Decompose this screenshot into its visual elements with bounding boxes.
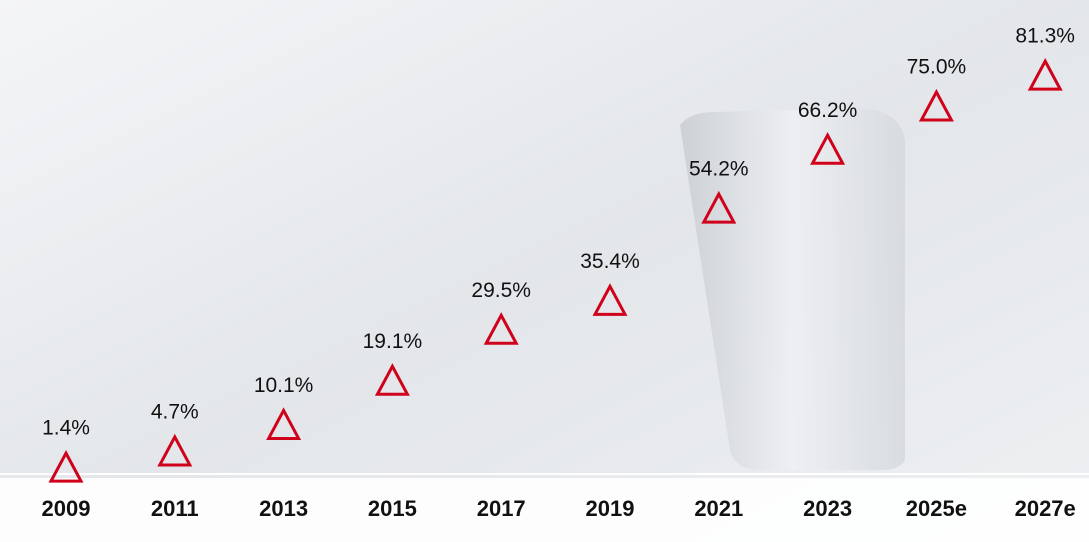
triangle-marker — [266, 407, 302, 440]
category-label: 2027e — [1015, 496, 1076, 521]
triangle-marker — [483, 312, 519, 345]
footer-band — [0, 478, 1089, 542]
phone-illustration — [680, 108, 905, 470]
category-label: 2025e — [906, 496, 967, 521]
category-label: 2015 — [368, 496, 417, 521]
category-label: 2011 — [151, 496, 199, 521]
triangle-marker — [48, 449, 84, 483]
category-label: 2023 — [803, 496, 852, 521]
value-label: 75.0% — [907, 56, 967, 79]
category-label: 2009 — [42, 496, 91, 521]
triangle-marker — [1027, 57, 1063, 91]
triangle-marker — [592, 283, 628, 316]
triangle-marker — [701, 190, 737, 224]
triangle-marker — [157, 433, 193, 467]
value-label: 35.4% — [580, 250, 640, 273]
value-label: 54.2% — [689, 158, 749, 181]
category-label: 2013 — [259, 496, 308, 521]
value-label: 19.1% — [363, 330, 423, 353]
triangle-marker — [810, 132, 846, 165]
category-label: 2017 — [477, 496, 526, 521]
value-label: 29.5% — [471, 279, 531, 302]
value-label: 1.4% — [42, 417, 90, 440]
category-label: 2019 — [586, 496, 635, 521]
category-label: 2021 — [694, 496, 743, 521]
value-label: 81.3% — [1015, 25, 1075, 48]
triangle-marker — [374, 363, 410, 396]
triangle-marker — [918, 88, 954, 122]
value-label: 66.2% — [798, 99, 858, 122]
value-label: 4.7% — [151, 400, 199, 423]
value-label: 10.1% — [254, 374, 314, 397]
